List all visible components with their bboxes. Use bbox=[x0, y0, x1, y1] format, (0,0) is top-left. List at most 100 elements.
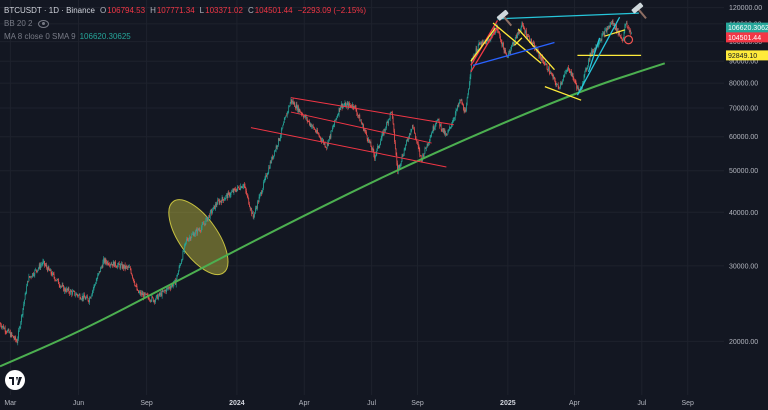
candle bbox=[63, 284, 65, 292]
candle bbox=[255, 205, 256, 215]
candle bbox=[91, 293, 93, 297]
candle bbox=[198, 228, 199, 231]
candle bbox=[509, 50, 511, 55]
candle bbox=[451, 122, 452, 129]
price-tick-label: 20000.00 bbox=[729, 339, 758, 346]
candle bbox=[315, 129, 317, 134]
candle bbox=[394, 140, 396, 150]
bb-indicator-label[interactable]: BB 20 2 bbox=[4, 19, 33, 28]
candle bbox=[419, 147, 421, 158]
candle bbox=[253, 214, 255, 220]
candle bbox=[306, 116, 308, 124]
candle bbox=[386, 119, 388, 123]
candle bbox=[404, 147, 406, 151]
candle bbox=[550, 70, 552, 74]
candle bbox=[410, 128, 412, 136]
candle bbox=[553, 74, 555, 80]
candle bbox=[195, 228, 197, 232]
candle bbox=[261, 189, 263, 195]
candle bbox=[71, 290, 73, 298]
candle bbox=[13, 335, 15, 341]
candle bbox=[207, 217, 209, 222]
candle bbox=[98, 271, 100, 275]
candle bbox=[475, 45, 477, 55]
candle bbox=[289, 105, 290, 108]
symbol-title[interactable]: BTCUSDT · 1D · Binance bbox=[4, 6, 95, 15]
candle bbox=[67, 288, 68, 293]
candle bbox=[333, 123, 335, 128]
candle bbox=[630, 28, 632, 36]
candle bbox=[503, 47, 505, 54]
candle bbox=[249, 206, 251, 212]
candle bbox=[78, 293, 80, 296]
candle bbox=[399, 164, 401, 169]
candle bbox=[195, 229, 196, 238]
candle bbox=[108, 263, 110, 266]
candle bbox=[245, 186, 247, 194]
candle bbox=[83, 292, 85, 302]
candle bbox=[543, 58, 544, 65]
candle bbox=[317, 127, 318, 135]
candle bbox=[388, 118, 390, 127]
candle bbox=[3, 323, 5, 330]
candle bbox=[593, 48, 595, 53]
candle bbox=[24, 299, 25, 307]
ma-indicator-label[interactable]: MA 8 close 0 SMA 9 bbox=[4, 32, 76, 41]
candle bbox=[15, 338, 17, 342]
candle bbox=[169, 285, 171, 292]
candle bbox=[126, 265, 128, 271]
candle bbox=[556, 82, 558, 88]
candle bbox=[379, 144, 381, 149]
candle bbox=[329, 134, 331, 140]
time-axis[interactable]: Mar Jun Sep 2024 Apr Jul Sep 2025 Apr Jul Sep bbox=[4, 400, 694, 407]
candle bbox=[260, 190, 262, 197]
time-tick-label: Jul bbox=[637, 400, 646, 407]
candle bbox=[576, 82, 578, 91]
candle bbox=[183, 249, 184, 253]
candle bbox=[469, 74, 471, 86]
candle bbox=[621, 37, 623, 41]
candle bbox=[622, 37, 624, 42]
candle bbox=[92, 286, 94, 294]
candle bbox=[144, 292, 146, 297]
tradingview-logo[interactable] bbox=[5, 370, 25, 390]
candle bbox=[50, 269, 52, 276]
candle bbox=[89, 296, 91, 299]
candle bbox=[567, 66, 569, 72]
ma-indicator-row[interactable]: MA 8 close 0 SMA 9 106620.30625 bbox=[4, 30, 366, 43]
candle bbox=[565, 69, 566, 74]
price-badge-label: 104501.44 bbox=[728, 35, 761, 42]
candle bbox=[369, 141, 371, 144]
eye-icon[interactable] bbox=[38, 19, 50, 28]
candle bbox=[183, 244, 185, 254]
candle bbox=[53, 271, 55, 279]
bb-indicator-row[interactable]: BB 20 2 bbox=[4, 17, 366, 30]
candle bbox=[386, 121, 387, 131]
candle bbox=[206, 216, 207, 222]
trendline-drawings[interactable] bbox=[0, 12, 666, 368]
candle bbox=[201, 222, 203, 231]
candle bbox=[69, 289, 71, 296]
candle bbox=[389, 118, 390, 120]
highlight-ellipse bbox=[168, 199, 229, 276]
candle bbox=[380, 138, 381, 146]
candle bbox=[121, 261, 122, 266]
price-tick-label: 30000.00 bbox=[729, 263, 758, 270]
candle bbox=[47, 266, 48, 273]
candle bbox=[154, 299, 156, 305]
candle bbox=[177, 273, 179, 277]
candle bbox=[382, 130, 384, 137]
candle bbox=[437, 118, 438, 122]
candle bbox=[45, 262, 47, 267]
price-axis[interactable]: 120000.00110000.00100000.0090000.0080000… bbox=[726, 5, 768, 346]
candle bbox=[292, 98, 294, 105]
candle bbox=[42, 258, 44, 266]
candle bbox=[482, 39, 484, 44]
candle bbox=[570, 70, 572, 76]
candle bbox=[277, 137, 279, 147]
candle bbox=[307, 119, 309, 123]
candle bbox=[557, 82, 559, 89]
candle bbox=[211, 208, 213, 216]
candle bbox=[339, 108, 341, 113]
